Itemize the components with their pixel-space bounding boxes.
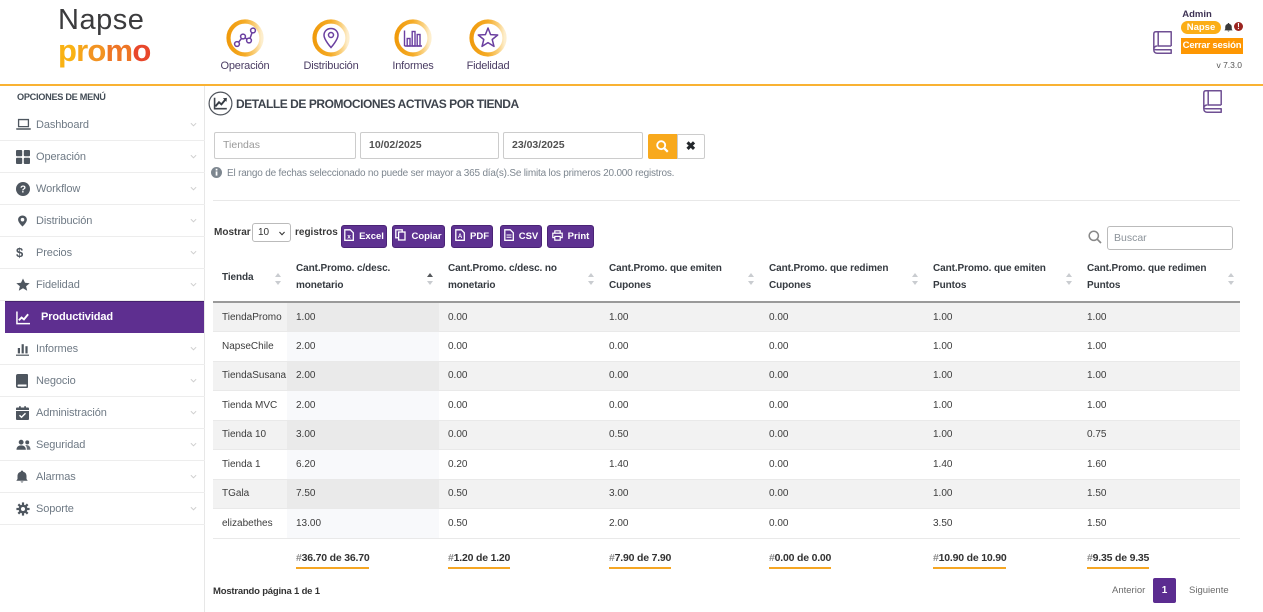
svg-text:?: ? <box>20 184 26 195</box>
svg-text:x: x <box>347 233 351 240</box>
svg-text:A: A <box>458 234 463 240</box>
